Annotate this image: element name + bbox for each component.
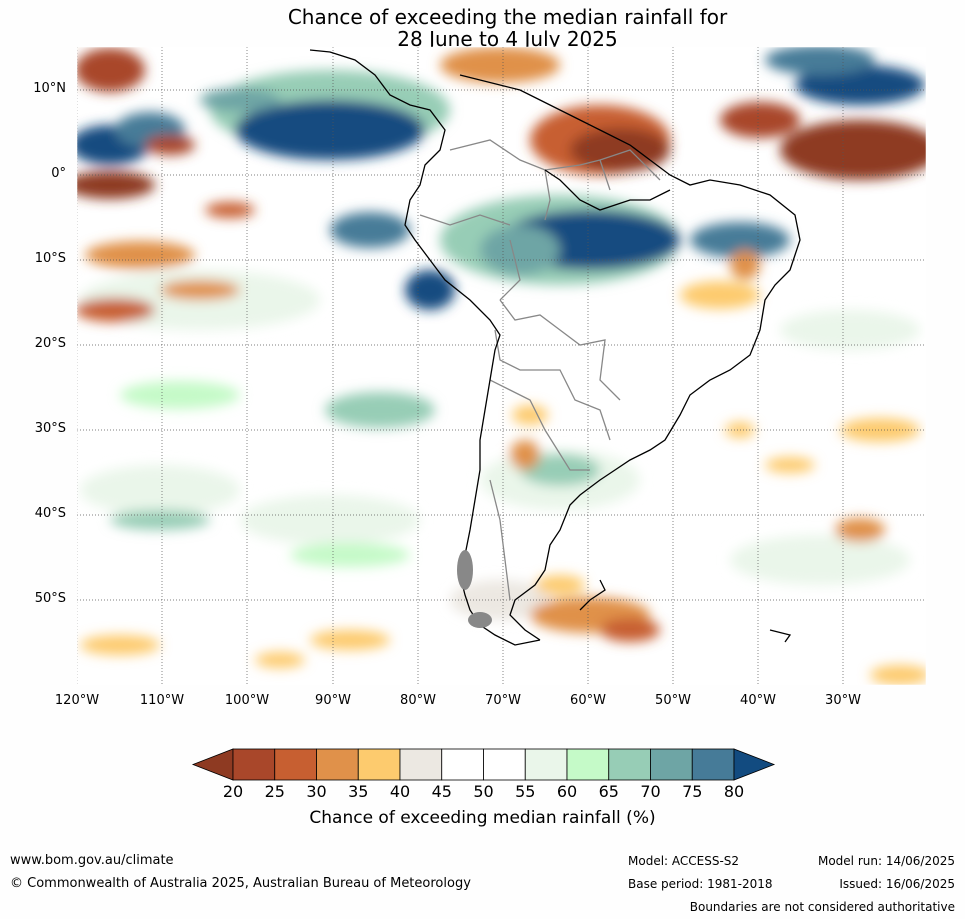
map-gridlines xyxy=(77,47,926,685)
patagonia-islands xyxy=(457,550,492,628)
lat-label-10s: 10°S xyxy=(34,251,66,266)
colorbar-segment xyxy=(608,748,651,781)
lon-label-60w: 60°W xyxy=(570,693,606,708)
colorbar-tick-label: 55 xyxy=(515,782,536,801)
colorbar-tick-label: 40 xyxy=(389,782,411,801)
colorbar-segment xyxy=(524,748,568,781)
colorbar-tick-label: 35 xyxy=(348,782,369,801)
lon-label-40w: 40°W xyxy=(740,693,776,708)
footer-disclaimer: Boundaries are not considered authoritat… xyxy=(689,900,955,914)
colorbar-tick-label: 20 xyxy=(222,782,244,801)
lon-label-100w: 100°W xyxy=(224,693,270,708)
colorbar-tick-label: 75 xyxy=(682,782,703,801)
colorbar-segment xyxy=(316,748,359,781)
rainfall-anomaly-field xyxy=(77,47,926,685)
lon-label-120w: 120°W xyxy=(54,693,100,708)
colorbar-segment xyxy=(441,748,484,781)
footer-website: www.bom.gov.au/climate xyxy=(10,853,174,868)
colorbar-tick-label: 80 xyxy=(723,782,745,801)
colorbar xyxy=(191,748,776,781)
lon-label-50w: 50°W xyxy=(655,693,691,708)
colorbar-segment xyxy=(357,748,401,781)
lon-label-90w: 90°W xyxy=(315,693,351,708)
colorbar-segment xyxy=(691,748,735,781)
lon-label-80w: 80°W xyxy=(400,693,436,708)
footer-copyright: © Commonwealth of Australia 2025, Austra… xyxy=(10,876,471,891)
colorbar-segment xyxy=(399,748,443,781)
colorbar-segment xyxy=(232,748,276,781)
colorbar-label: Chance of exceeding median rainfall (%) xyxy=(309,808,656,828)
colorbar-segment xyxy=(483,748,526,781)
colorbar-tick-label: 65 xyxy=(598,782,619,801)
country-borders xyxy=(419,139,661,601)
lat-label-40s: 40°S xyxy=(34,506,66,521)
lat-label-20s: 20°S xyxy=(34,336,66,351)
colorbar-segment xyxy=(274,748,317,781)
colorbar-tick-label: 30 xyxy=(306,782,327,801)
colorbar-arrow-high xyxy=(733,748,776,781)
lat-label-10n: 10°N xyxy=(33,81,66,96)
footer-model: Model: ACCESS-S2 xyxy=(628,854,740,868)
lon-label-110w: 110°W xyxy=(139,693,185,708)
footer-model-run: Model run: 14/06/2025 xyxy=(817,854,955,868)
lon-label-30w: 30°W xyxy=(825,693,861,708)
colorbar-tick-label: 60 xyxy=(556,782,578,801)
colorbar-segment xyxy=(650,748,693,781)
map-title-line1: Chance of exceeding the median rainfall … xyxy=(287,5,728,29)
lon-label-70w: 70°W xyxy=(485,693,521,708)
colorbar-tick-label: 70 xyxy=(640,782,661,801)
lat-label-0: 0° xyxy=(51,166,66,181)
lat-label-50s: 50°S xyxy=(34,591,66,606)
lat-label-30s: 30°S xyxy=(34,421,66,436)
colorbar-tick-label: 45 xyxy=(431,782,452,801)
footer-base-period: Base period: 1981-2018 xyxy=(628,877,773,891)
colorbar-segment xyxy=(566,748,610,781)
colorbar-tick-label: 50 xyxy=(473,782,494,801)
colorbar-tick-label: 25 xyxy=(264,782,285,801)
footer-issued: Issued: 16/06/2025 xyxy=(839,877,955,891)
colorbar-arrow-low xyxy=(191,748,234,781)
